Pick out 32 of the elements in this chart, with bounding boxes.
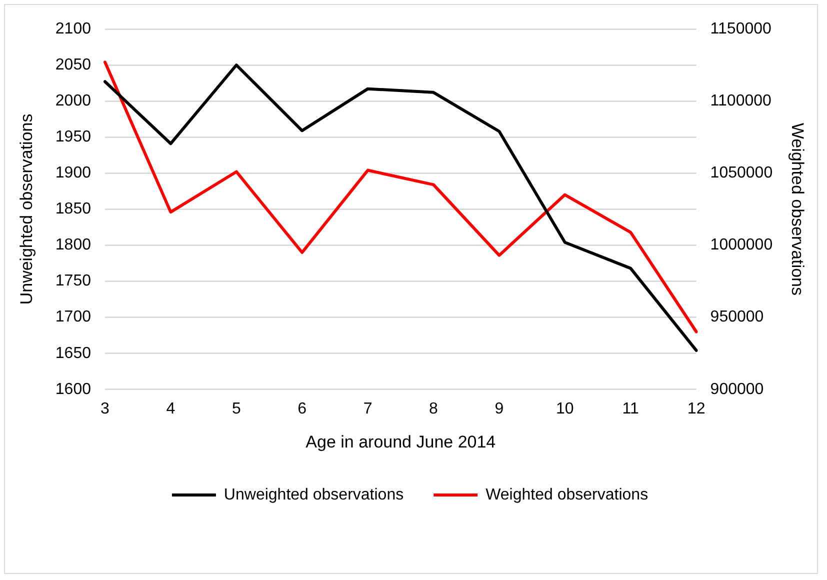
y2-tick-label: 1150000: [710, 20, 772, 38]
y2-tick-label: 900000: [710, 380, 764, 398]
y-tick-label: 2100: [55, 20, 92, 38]
y-tick-label: 1900: [55, 164, 92, 182]
x-axis-title: Age in around June 2014: [306, 432, 496, 452]
y-tick-label: 1800: [55, 236, 92, 254]
y2-axis-title: Weighted observations: [788, 122, 808, 296]
y-tick-label: 1950: [55, 128, 92, 146]
x-tick-label: 6: [298, 400, 307, 418]
legend-label: Weighted observations: [486, 486, 648, 504]
y-tick-label: 2000: [55, 92, 92, 110]
y-tick-label: 1600: [55, 380, 92, 398]
y2-tick-label: 950000: [710, 308, 764, 326]
legend-label: Unweighted observations: [224, 486, 404, 504]
y2-tick-label: 1100000: [710, 92, 772, 110]
x-tick-label: 10: [556, 400, 574, 418]
y-tick-label: 1750: [55, 272, 92, 290]
x-tick-label: 9: [494, 400, 504, 418]
x-tick-label: 3: [100, 400, 110, 418]
x-tick-label: 8: [429, 400, 438, 418]
x-tick-label: 5: [232, 400, 241, 418]
x-tick-label: 4: [166, 400, 176, 418]
x-tick-label: 11: [622, 400, 640, 418]
y-tick-label: 2050: [55, 56, 92, 74]
x-tick-label: 12: [687, 400, 706, 418]
y2-tick-label: 1050000: [710, 164, 773, 182]
y2-tick-label: 1000000: [710, 236, 773, 254]
y-tick-label: 1650: [55, 344, 92, 362]
y-axis-title: Unweighted observations: [16, 114, 36, 305]
y-tick-label: 1700: [55, 308, 92, 326]
x-tick-label: 7: [363, 400, 372, 418]
y-tick-label: 1850: [55, 200, 92, 218]
